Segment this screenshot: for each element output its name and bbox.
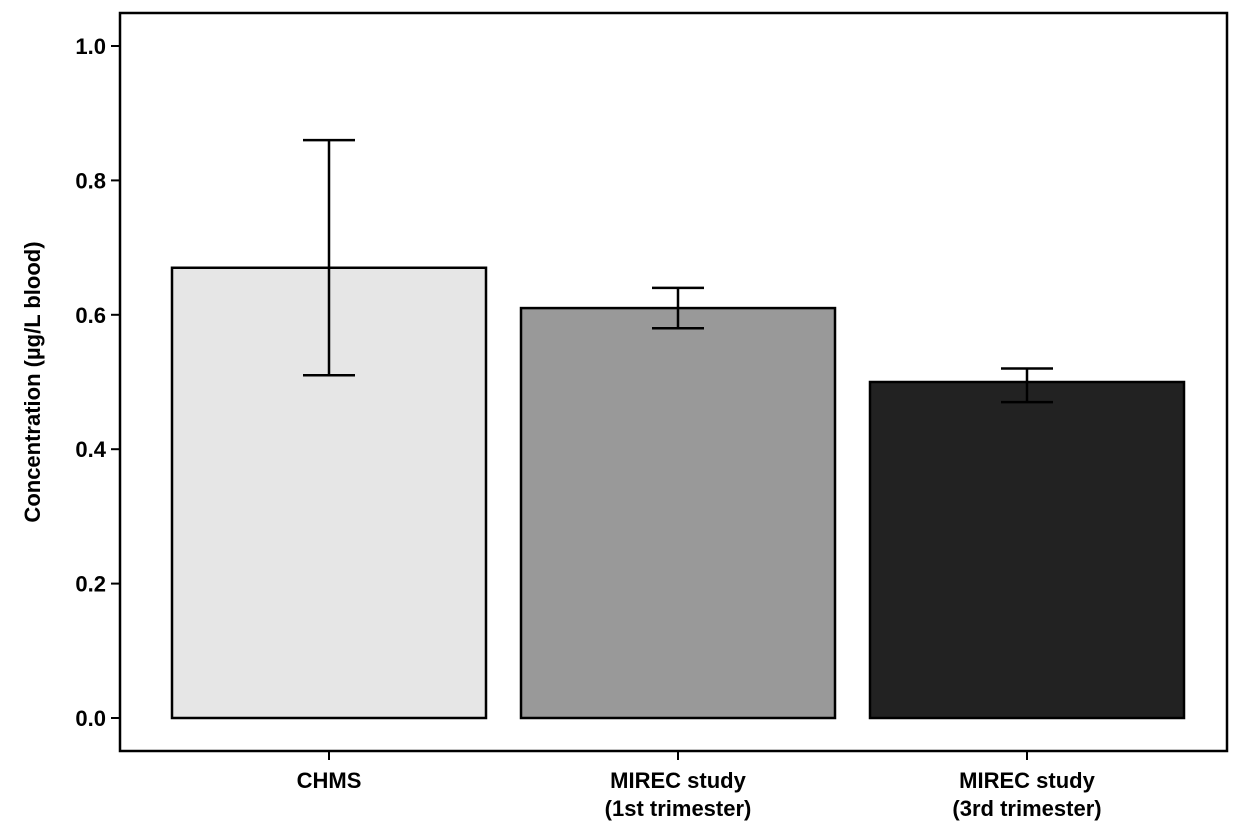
x-tick-label: MIREC study (3rd trimester): [952, 768, 1101, 821]
x-tick-label-line: MIREC study: [959, 768, 1095, 793]
y-tick-label: 0.6: [75, 303, 106, 328]
x-axis: CHMS MIREC study (1st trimester)MIREC stud…: [297, 751, 1102, 821]
y-axis: 0.0 0.2 0.4 0.6 0.8 1.0: [75, 34, 120, 731]
x-tick-label-line: CHMS: [297, 768, 362, 793]
bars: [170, 266, 1186, 720]
x-tick-label: CHMS: [297, 768, 362, 793]
y-tick-label: 0.8: [75, 168, 106, 193]
y-tick-label: 0.0: [75, 706, 106, 731]
y-tick-label: 0.4: [75, 437, 106, 462]
y-tick-label: 1.0: [75, 34, 106, 59]
bar: [519, 306, 837, 720]
plot-frame: [118, 11, 1229, 753]
y-tick-label: 0.2: [75, 572, 106, 597]
error-bars: [303, 138, 1053, 404]
y-axis-title: Concentration (µg/L blood): [20, 241, 45, 522]
x-tick-label-line: (3rd trimester): [952, 796, 1101, 821]
bar: [868, 380, 1186, 720]
x-tick-label: MIREC study (1st trimester): [605, 768, 752, 821]
x-tick-label-line: (1st trimester): [605, 796, 752, 821]
x-tick-label-line: MIREC study: [610, 768, 746, 793]
